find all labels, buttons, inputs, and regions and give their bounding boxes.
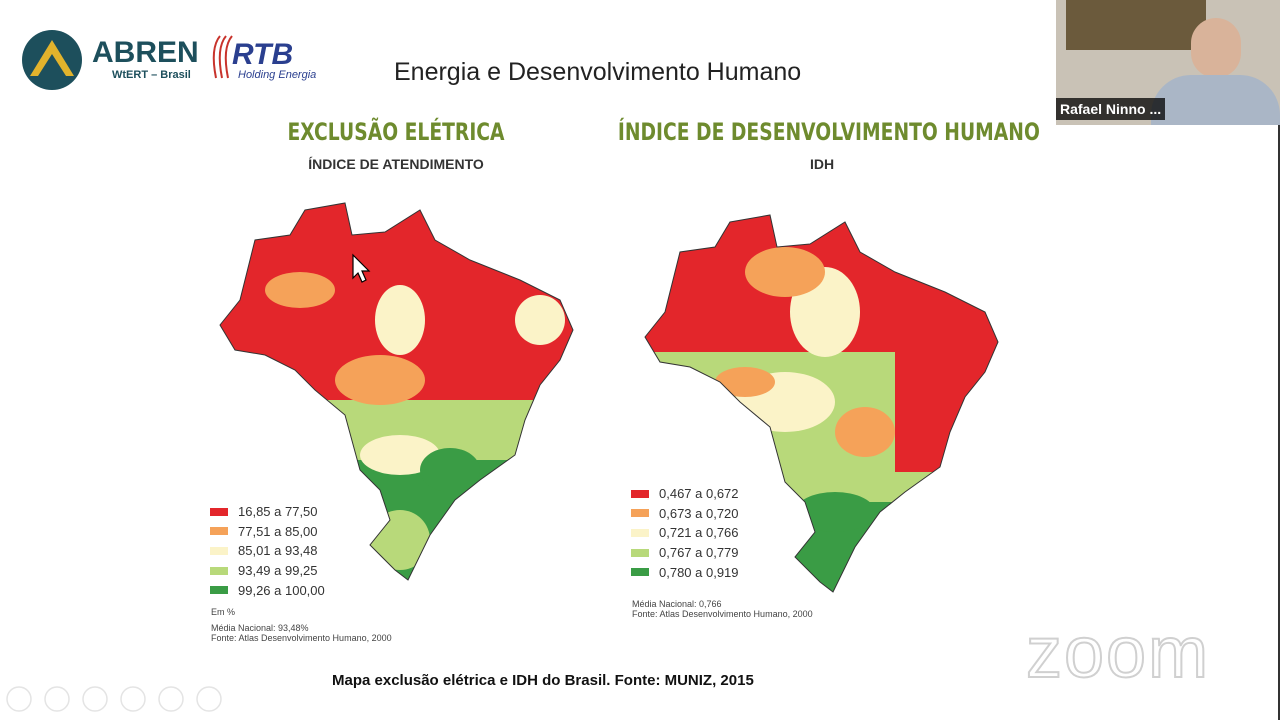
legend-swatch bbox=[210, 546, 228, 555]
note: Fonte: Atlas Desenvolvimento Humano, 200… bbox=[632, 609, 813, 619]
slide-caption: Mapa exclusão elétrica e IDH do Brasil. … bbox=[332, 672, 754, 689]
legend-item: 77,51 a 85,00 bbox=[210, 522, 325, 542]
next-button[interactable] bbox=[44, 686, 70, 712]
person-body bbox=[1151, 75, 1280, 125]
legend-item: 0,467 a 0,672 bbox=[631, 484, 739, 504]
legend-item: 0,673 a 0,720 bbox=[631, 504, 739, 524]
maps bbox=[219, 202, 999, 593]
person-head bbox=[1191, 18, 1241, 78]
legend-label: 99,26 a 100,00 bbox=[238, 582, 325, 598]
note: Média Nacional: 93,48% bbox=[211, 623, 309, 633]
legend-label: 0,767 a 0,779 bbox=[659, 545, 739, 561]
legend: 0,467 a 0,672 0,673 a 0,720 0,721 a 0,766 0… bbox=[631, 484, 739, 582]
abren-sub: WtERT – Brasil bbox=[112, 69, 191, 81]
prev-button[interactable] bbox=[6, 686, 32, 712]
legend-label: 0,467 a 0,672 bbox=[659, 486, 739, 502]
legend-swatch bbox=[210, 586, 228, 595]
legend: 16,85 a 77,50 77,51 a 85,00 85,01 a 93,48 9… bbox=[210, 502, 325, 600]
legend-item: 99,26 a 100,00 bbox=[210, 580, 325, 600]
legend-swatch bbox=[631, 489, 649, 498]
edge bbox=[1278, 125, 1280, 720]
map-subtitle: IDH bbox=[809, 156, 835, 172]
legend-item: 0,767 a 0,779 bbox=[631, 543, 739, 563]
note: Em % bbox=[211, 607, 236, 617]
map-notes: Média Nacional: 0,766 Fonte: Atlas Desenv… bbox=[632, 599, 813, 619]
rtb-logo: RTB bbox=[232, 38, 293, 71]
map-title: ÍNDICE DE DESENVOLVIMENTO HUMANO bbox=[617, 118, 1040, 146]
toolbar bbox=[6, 686, 222, 712]
legend-label: 16,85 a 77,50 bbox=[238, 504, 318, 520]
zoom-watermark: zoom bbox=[1025, 612, 1211, 694]
legend-item: 93,49 a 99,25 bbox=[210, 561, 325, 581]
pen-button[interactable] bbox=[82, 686, 108, 712]
mouse-cursor bbox=[352, 253, 371, 283]
abren-logo: ABREN bbox=[92, 36, 199, 69]
legend-swatch bbox=[210, 507, 228, 516]
note: Média Nacional: 0,766 bbox=[632, 599, 722, 609]
legend-item: 16,85 a 77,50 bbox=[210, 502, 325, 522]
slides-button[interactable] bbox=[120, 686, 146, 712]
legend-label: 0,780 a 0,919 bbox=[659, 564, 739, 580]
legend-swatch bbox=[210, 527, 228, 536]
legend-swatch bbox=[631, 528, 649, 537]
legend-swatch bbox=[631, 568, 649, 577]
legend-swatch bbox=[631, 548, 649, 557]
map-subtitle: ÍNDICE DE ATENDIMENTO bbox=[308, 156, 484, 172]
rtb-sub: Holding Energia bbox=[238, 69, 316, 81]
legend-label: 0,721 a 0,766 bbox=[659, 525, 739, 541]
legend-label: 77,51 a 85,00 bbox=[238, 523, 318, 539]
legend-item: 85,01 a 93,48 bbox=[210, 541, 325, 561]
map-notes: Em % Média Nacional: 93,48% Fonte: Atlas D… bbox=[211, 607, 392, 643]
map-title: EXCLUSÃO ELÉTRICA bbox=[287, 118, 505, 146]
legend-swatch bbox=[210, 566, 228, 575]
note: Fonte: Atlas Desenvolvimento Humano, 200… bbox=[211, 633, 392, 643]
slide-title: Energia e Desenvolvimento Humano bbox=[394, 58, 802, 86]
background-painting bbox=[1066, 0, 1206, 50]
legend-item: 0,721 a 0,766 bbox=[631, 523, 739, 543]
legend-label: 93,49 a 99,25 bbox=[238, 563, 318, 579]
logos: ABREN WtERT – Brasil RTB Holding Energia bbox=[22, 30, 316, 90]
zoom-button[interactable] bbox=[158, 686, 184, 712]
legend-swatch bbox=[631, 509, 649, 518]
legend-item: 0,780 a 0,919 bbox=[631, 562, 739, 582]
video-tile[interactable]: Rafael Ninno ... bbox=[1056, 0, 1280, 125]
legend-label: 0,673 a 0,720 bbox=[659, 505, 739, 521]
participant-name: Rafael Ninno ... bbox=[1056, 98, 1166, 120]
legend-label: 85,01 a 93,48 bbox=[238, 543, 318, 559]
more-button[interactable] bbox=[196, 686, 222, 712]
